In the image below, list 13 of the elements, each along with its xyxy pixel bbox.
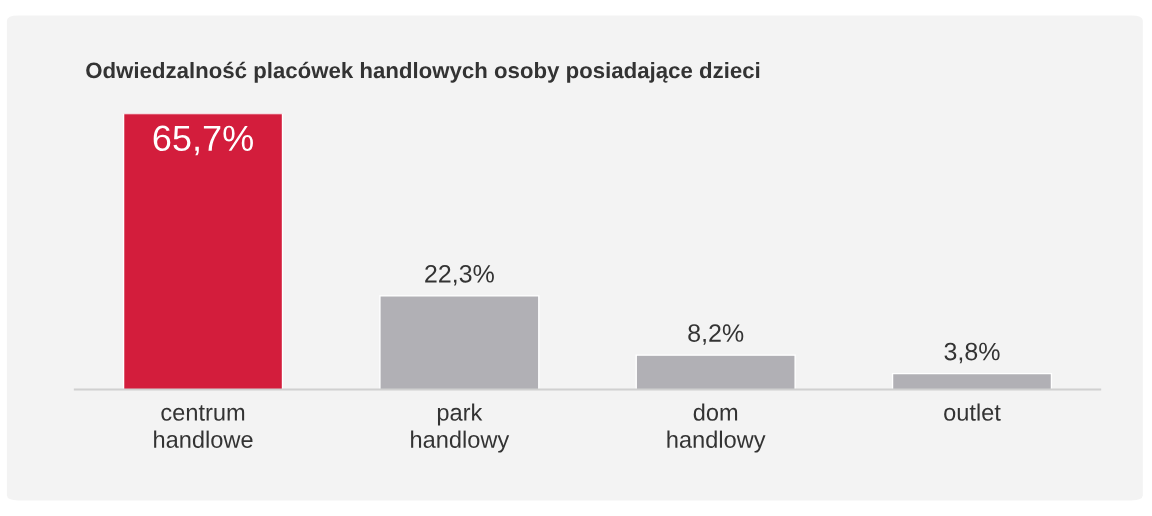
x-tick-label: dom handlowy: [667, 403, 766, 453]
data-label: 65,7%: [153, 125, 253, 156]
data-label: 8,2%: [688, 324, 744, 345]
bar: [379, 295, 540, 390]
bar: [891, 372, 1053, 390]
bar: [635, 354, 796, 390]
x-tick-label: park handlowy: [411, 403, 510, 453]
x-tick-label: centrum handlowe: [154, 405, 253, 448]
data-label: 22,3%: [425, 264, 494, 286]
bar: [122, 113, 284, 390]
data-label: 3,8%: [944, 342, 1000, 364]
chart-title: Odwiedzalność placówek handlowych osoby posiadające dzieci: [86, 61, 760, 83]
x-tick-label: outlet: [944, 403, 1001, 421]
